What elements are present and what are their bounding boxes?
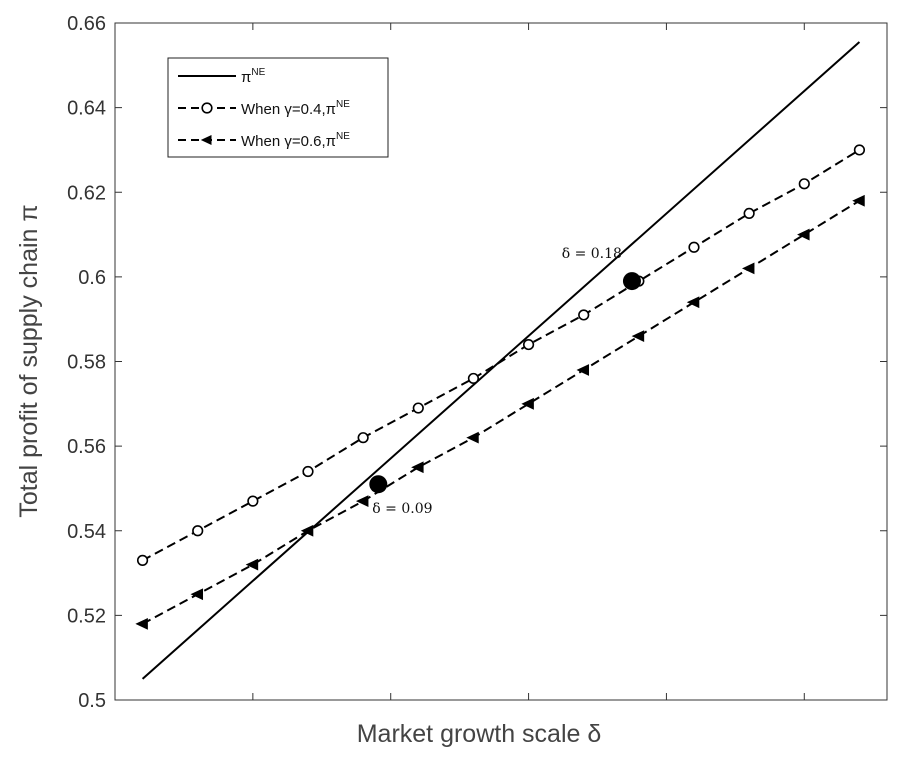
series-3-point (852, 194, 865, 207)
series-2-point (467, 372, 480, 385)
legend-marker-2 (201, 102, 213, 114)
series-2-point (247, 495, 259, 507)
series-3-point (741, 262, 755, 275)
legend-entry-prefix: When γ=0.4, (241, 101, 326, 118)
series-3 (135, 194, 865, 630)
legend-entry-superscript: NE (336, 99, 350, 110)
intersection-point (369, 475, 388, 494)
series-2-point (302, 465, 314, 478)
series-2-point (853, 144, 866, 156)
series-3-point (411, 461, 424, 474)
y-tick-label: 0.54 (67, 521, 106, 543)
legend-entry-superscript: NE (336, 131, 350, 142)
series-2 (136, 144, 866, 566)
legend-entry-superscript: NE (251, 67, 265, 78)
series-3-point (245, 558, 259, 571)
intersection-label: δ = 0.09 (372, 501, 432, 517)
legend-entry-prefix: When γ=0.6, (241, 133, 326, 150)
series-2-point (578, 309, 590, 321)
y-axis-label: Total profit of supply chain π (15, 204, 43, 517)
legend-entry-2: When γ=0.4,πNE (241, 99, 350, 118)
series-2-point (136, 554, 149, 566)
legend-marker-3 (200, 134, 212, 146)
series-2-point (357, 432, 369, 444)
series-3-point (135, 617, 148, 630)
series-2-point (688, 241, 700, 253)
annotation-layer: δ = 0.09 δ = 0.18 (369, 246, 641, 517)
y-tick-label: 0.58 (67, 352, 106, 374)
series-2-point (798, 178, 810, 190)
series-3-point (521, 397, 534, 410)
series-2-point (522, 338, 535, 351)
series-layer (135, 41, 866, 680)
intersection-point (622, 272, 641, 291)
series-2-point (743, 207, 755, 220)
series-3-point (466, 431, 479, 444)
series-2-point (412, 402, 424, 414)
legend-entry-symbol: π (326, 101, 336, 118)
intersection-label: δ = 0.18 (562, 246, 622, 262)
legend-entry-3: When γ=0.6,πNE (241, 131, 350, 150)
series-3-line (142, 199, 860, 625)
series-3-point (797, 228, 810, 241)
series-3-point (355, 495, 369, 508)
series-3-point (686, 296, 700, 309)
series-3-point (190, 588, 204, 601)
y-tick-label: 0.52 (67, 605, 106, 627)
y-tick-label: 0.56 (67, 436, 106, 458)
y-tick-label: 0.62 (67, 182, 106, 204)
series-3-point (631, 330, 645, 343)
ticks-layer: 0.5 0.52 0.54 0.56 0.58 0.6 0.62 0.64 0.66 (67, 13, 887, 712)
legend-entry-symbol: π (326, 133, 336, 150)
series-3-point (300, 524, 314, 537)
series-3-point (576, 364, 590, 376)
y-tick-label: 0.64 (67, 98, 106, 120)
y-tick-label: 0.6 (78, 267, 106, 289)
series-2-line (142, 149, 860, 562)
y-tick-label: 0.66 (67, 13, 106, 35)
legend-entry-1: πNE (241, 67, 266, 86)
series-2-point (192, 525, 204, 537)
y-tick-label: 0.5 (78, 690, 106, 712)
legend-entry-symbol: π (241, 69, 251, 86)
x-axis-label: Market growth scale δ (357, 720, 602, 748)
